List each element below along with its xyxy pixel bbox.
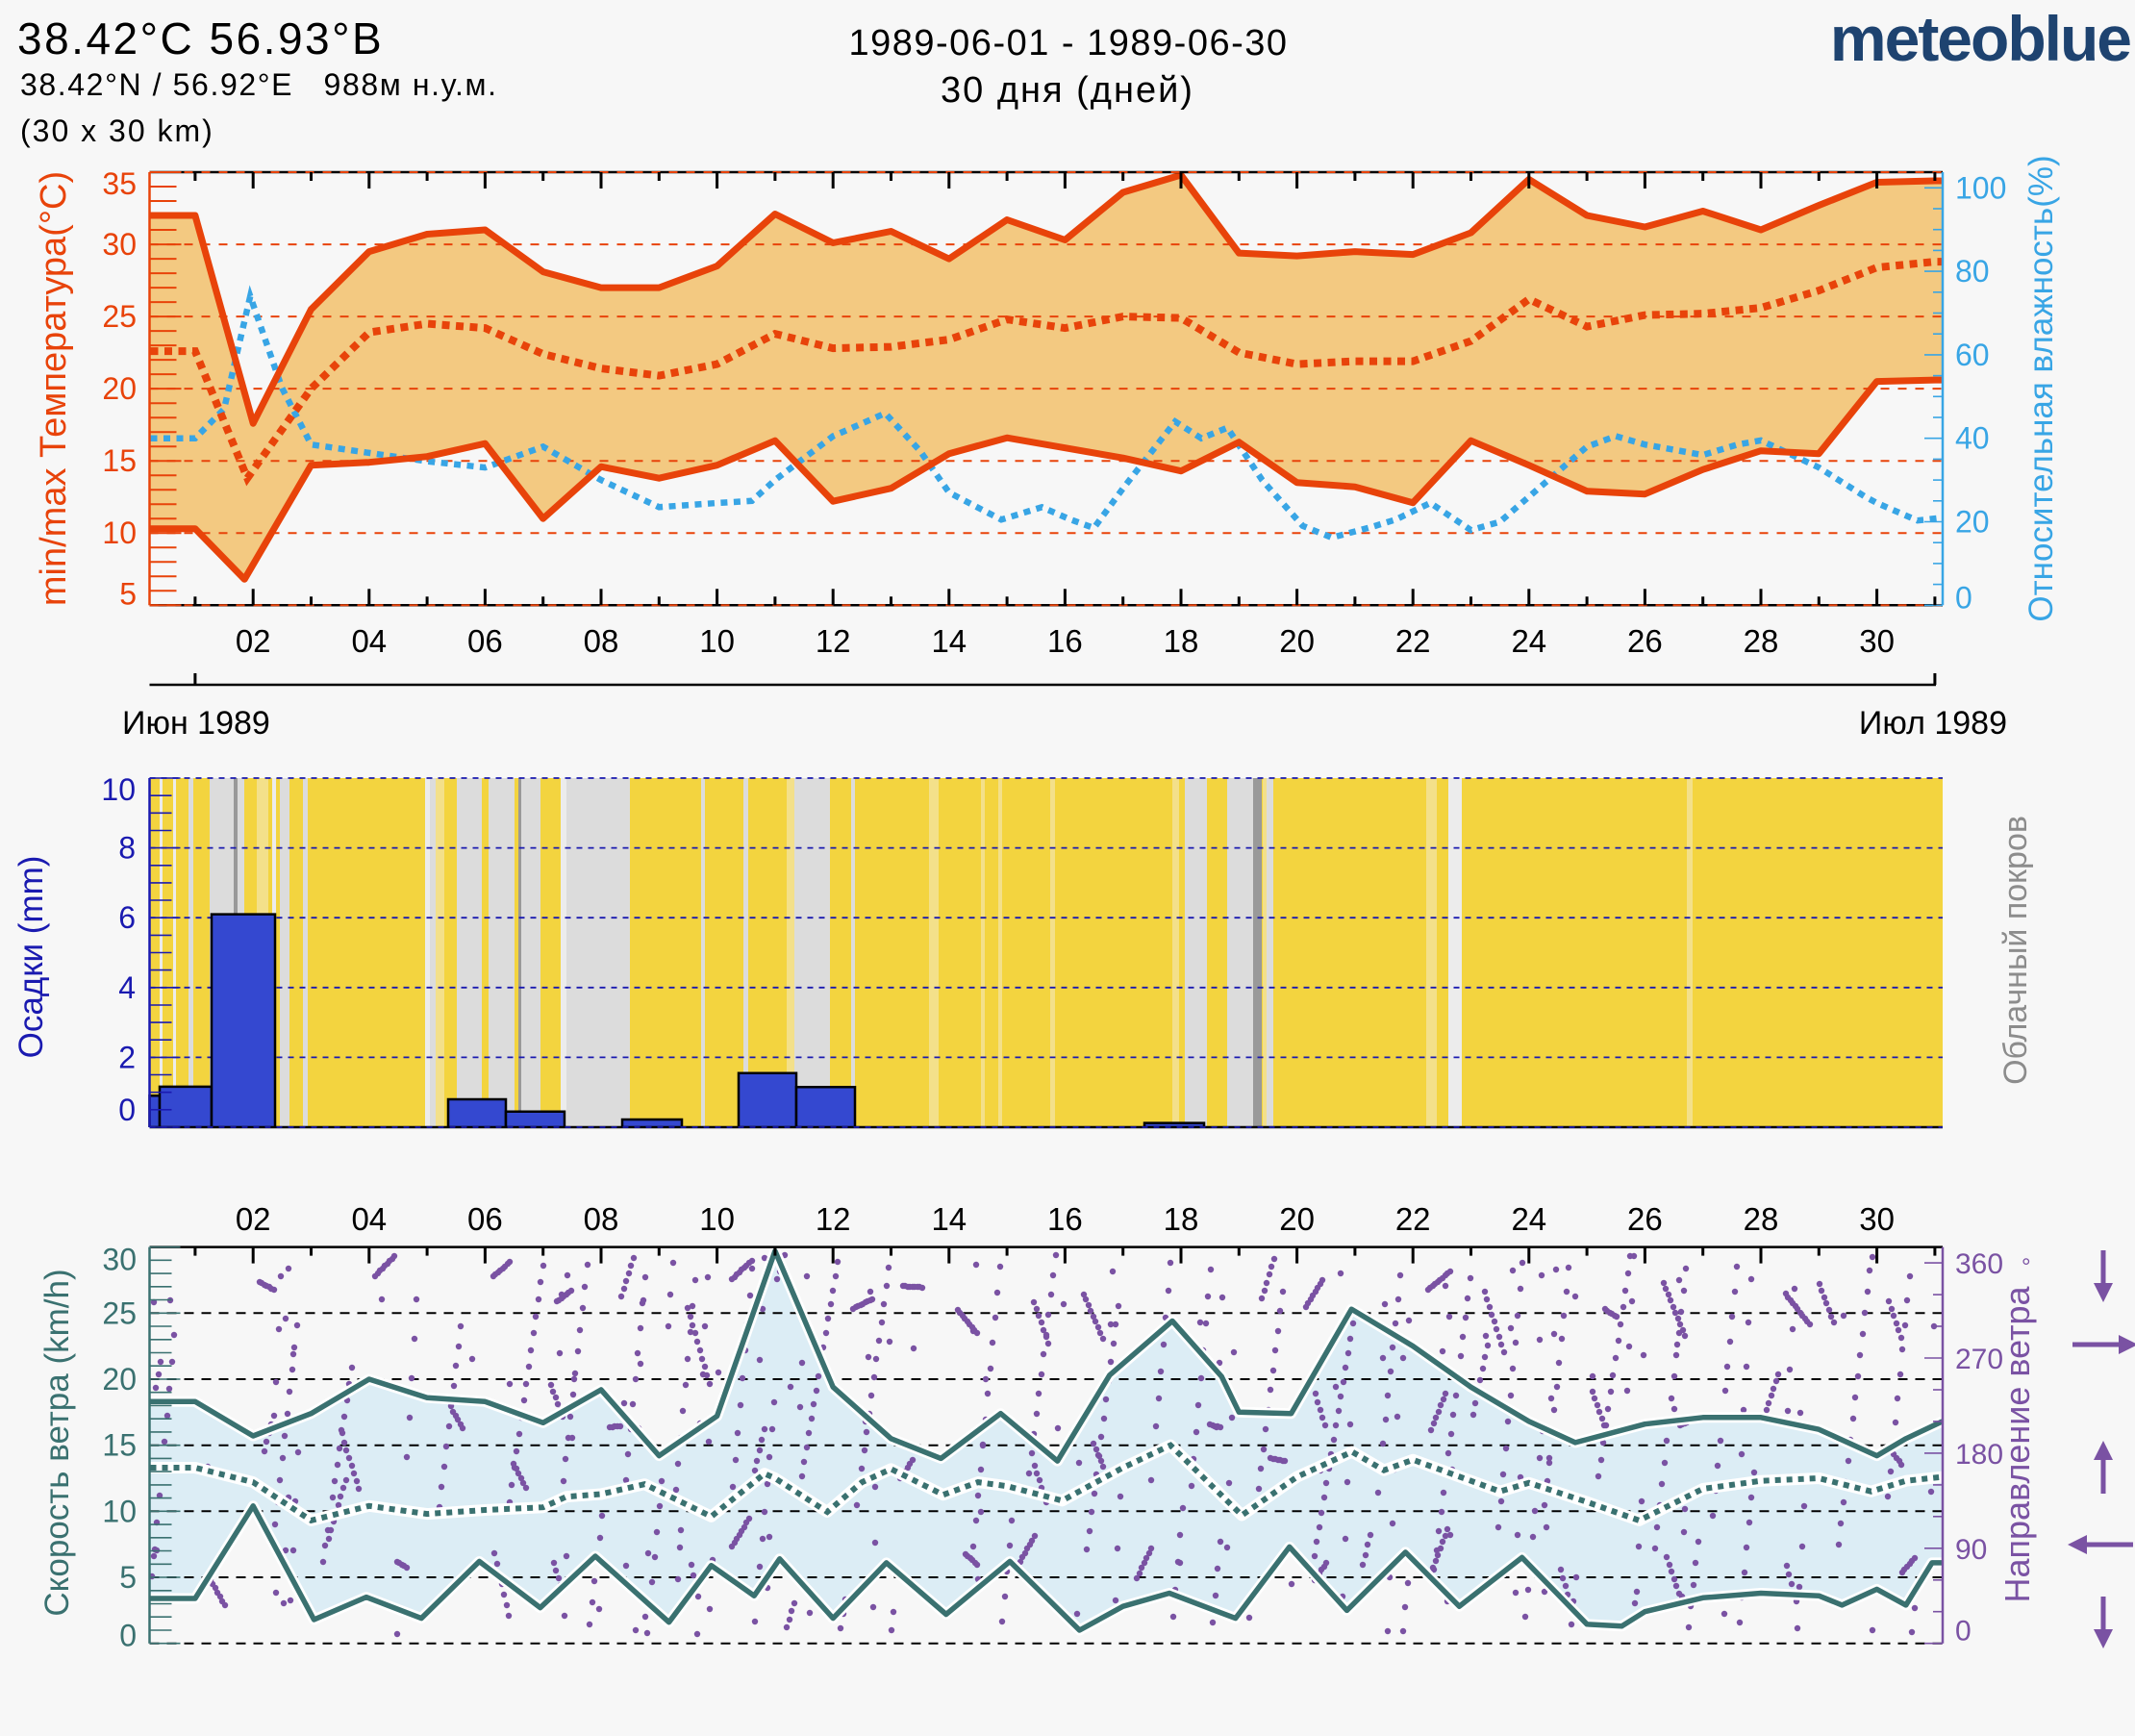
svg-text:08: 08 [584,623,619,659]
svg-text:35: 35 [102,166,137,201]
svg-text:20: 20 [1279,1201,1315,1237]
svg-text:10: 10 [102,516,137,550]
svg-text:Осадки (mm): Осадки (mm) [13,856,50,1059]
svg-text:08: 08 [584,1201,619,1237]
svg-text:Скорость ветра (km/h): Скорость ветра (km/h) [38,1269,76,1616]
svg-text:38.42°C 56.93°В: 38.42°C 56.93°В [17,13,384,63]
svg-text:Направление ветра: Направление ветра [1997,1286,2037,1603]
svg-text:10: 10 [102,1494,137,1528]
svg-text:06: 06 [467,623,503,659]
svg-text:(30 x 30 km): (30 x 30 km) [20,113,214,148]
svg-text:0: 0 [118,1093,136,1127]
svg-text:5: 5 [119,1560,137,1595]
svg-text:25: 25 [102,1296,137,1330]
svg-text:12: 12 [816,623,851,659]
svg-text:10: 10 [699,623,735,659]
svg-text:min/max Температура(°C): min/max Температура(°C) [34,171,74,606]
svg-text:25: 25 [102,299,137,334]
svg-text:04: 04 [351,623,387,659]
svg-text:28: 28 [1744,623,1779,659]
svg-text:20: 20 [102,371,137,406]
svg-text:20: 20 [1955,505,1990,540]
svg-text:100: 100 [1955,170,2006,205]
svg-text:15: 15 [102,1428,137,1463]
svg-text:16: 16 [1047,623,1083,659]
svg-text:22: 22 [1395,623,1431,659]
svg-text:18: 18 [1164,1201,1199,1237]
svg-text:30 дня (дней): 30 дня (дней) [941,70,1194,111]
svg-text:60: 60 [1955,338,1990,372]
svg-text:360: 360 [1955,1248,2003,1280]
svg-text:10: 10 [101,772,136,807]
svg-text:6: 6 [118,900,136,935]
svg-text:14: 14 [931,623,967,659]
svg-text:Облачный покров: Облачный покров [1997,816,2034,1085]
svg-text:80: 80 [1955,254,1990,289]
svg-text:2: 2 [118,1040,136,1074]
svg-text:16: 16 [1047,1201,1083,1237]
svg-text:12: 12 [816,1201,851,1237]
svg-text:30: 30 [1859,623,1895,659]
svg-text:8: 8 [118,831,136,866]
svg-text:°: ° [2022,1254,2031,1280]
svg-text:4: 4 [118,970,136,1005]
svg-text:30: 30 [102,1243,137,1277]
svg-text:40: 40 [1955,421,1990,456]
svg-text:90: 90 [1955,1534,1987,1566]
svg-text:Относительная влажность(%): Относительная влажность(%) [2022,155,2060,621]
svg-text:28: 28 [1744,1201,1779,1237]
svg-text:180: 180 [1955,1439,2003,1471]
svg-text:24: 24 [1511,1201,1546,1237]
svg-text:38.42°N / 56.92°E 988м н.у.м: 38.42°N / 56.92°E 988м н.у.м. [20,67,498,102]
svg-text:0: 0 [119,1619,137,1653]
svg-text:Июл 1989: Июл 1989 [1859,705,2007,742]
svg-text:06: 06 [467,1201,503,1237]
svg-text:20: 20 [102,1362,137,1396]
svg-text:15: 15 [102,443,137,478]
svg-text:26: 26 [1627,623,1663,659]
svg-text:meteoblue: meteoblue [1830,3,2130,74]
svg-text:24: 24 [1511,623,1546,659]
svg-text:22: 22 [1395,1201,1431,1237]
svg-text:18: 18 [1164,623,1199,659]
svg-text:5: 5 [119,576,137,611]
svg-text:0: 0 [1955,1616,1972,1648]
svg-text:30: 30 [1859,1201,1895,1237]
svg-text:02: 02 [236,1201,271,1237]
svg-text:10: 10 [699,1201,735,1237]
svg-text:04: 04 [351,1201,387,1237]
svg-text:26: 26 [1627,1201,1663,1237]
svg-text:02: 02 [236,623,271,659]
svg-text:14: 14 [931,1201,967,1237]
svg-text:20: 20 [1279,623,1315,659]
svg-text:Июн 1989: Июн 1989 [122,705,270,742]
svg-text:0: 0 [1955,580,1972,615]
svg-text:30: 30 [102,227,137,262]
svg-text:1989-06-01 - 1989-06-30: 1989-06-01 - 1989-06-30 [848,23,1288,63]
svg-text:270: 270 [1955,1344,2003,1375]
